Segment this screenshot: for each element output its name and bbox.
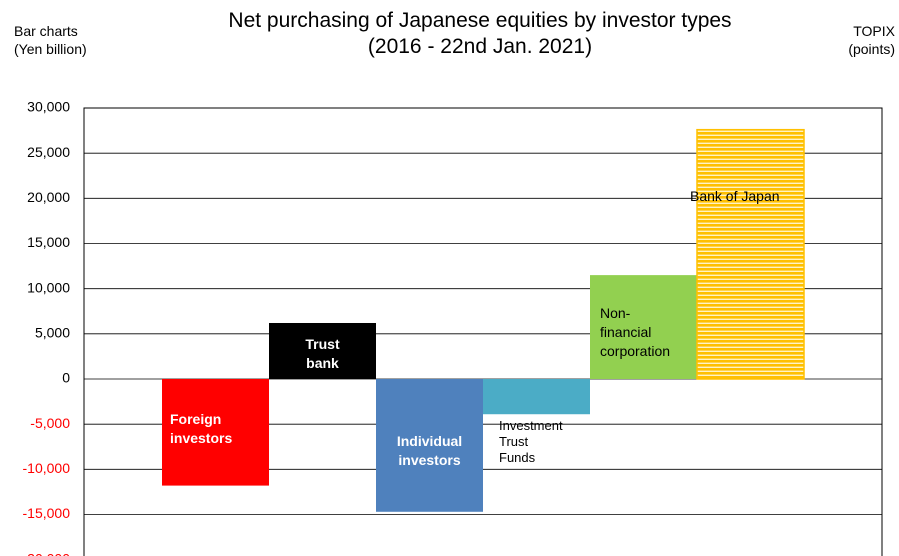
y-tick-label: 10,000 [27,279,70,295]
category-label: Non- financial corporation [600,305,671,359]
y-tick-label: 25,000 [27,144,70,160]
category-label: Trust bank [305,336,340,371]
bar [376,379,483,512]
y-tick-label: -10,000 [23,460,71,476]
y-tick-label: 30,000 [27,99,70,115]
bar-label-box: Investment Trust Funds [499,418,563,465]
category-label: Bank of Japan [690,188,780,204]
y2-axis-label: TOPIX (points) [848,23,895,57]
y-axis-label: Bar charts (Yen billion) [14,23,87,57]
y-tick-label: 5,000 [35,325,70,341]
category-label: Foreign investors [170,411,233,446]
y-tick-label: -15,000 [23,505,71,521]
bar [590,275,697,379]
y-tick-label: 0 [62,370,70,386]
category-label: Investment Trust Funds [499,418,563,465]
bar-label-box: Foreign investors [170,411,233,446]
bar [269,322,376,379]
bar [696,128,805,380]
bar-label-box: Individual investors [396,433,463,468]
bar-label-box: Trust bank [305,336,340,371]
y-tick-label: 15,000 [27,234,70,250]
category-label: Individual investors [396,433,463,468]
bar-label-box: Bank of Japan [690,188,780,204]
bar-label-box: Non- financial corporation [600,305,671,359]
bar [483,379,590,415]
chart-title: Net purchasing of Japanese equities by i… [228,9,732,58]
y-tick-label: 20,000 [27,189,70,205]
y-tick-label: -20,000 [23,550,71,556]
bar [162,379,269,486]
y-tick-label: -5,000 [30,415,70,431]
